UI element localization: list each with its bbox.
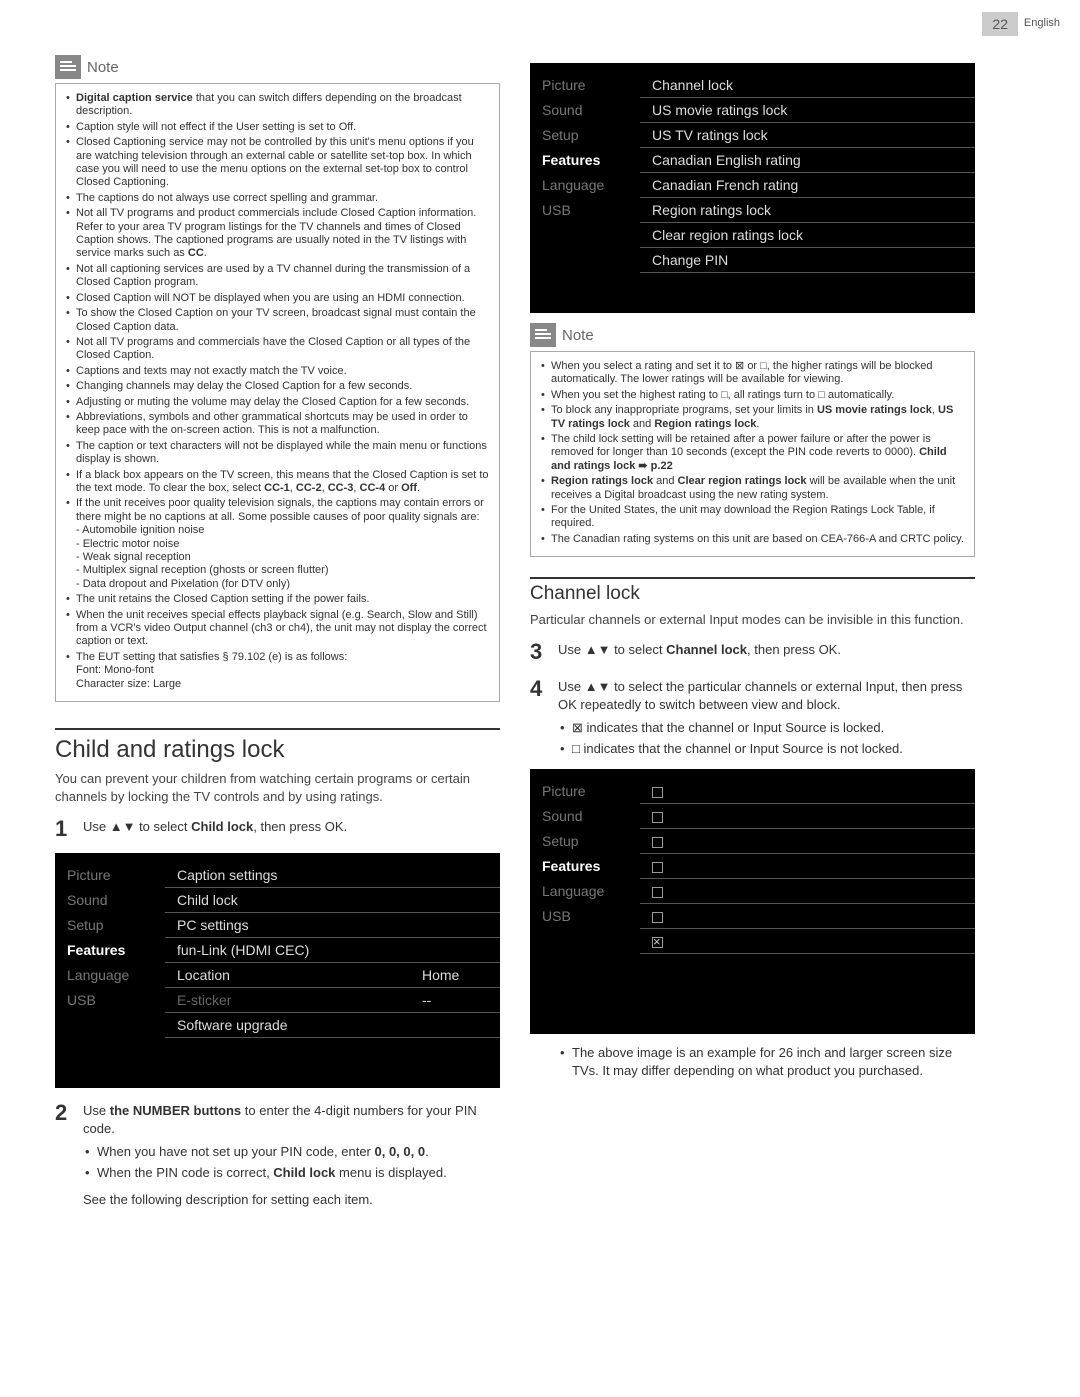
note-icon bbox=[55, 55, 81, 79]
section1-intro: You can prevent your children from watch… bbox=[55, 770, 500, 806]
step-text: Use ▲▼ to select Channel lock, then pres… bbox=[558, 637, 975, 668]
step2-after: See the following description for settin… bbox=[83, 1191, 500, 1209]
note-header: Note bbox=[55, 55, 500, 79]
step-number: 2 bbox=[55, 1098, 73, 1185]
step-number: 4 bbox=[530, 674, 548, 761]
step-1: 1 Use ▲▼ to select Child lock, then pres… bbox=[55, 814, 500, 845]
page-language: English bbox=[1024, 17, 1060, 29]
step-number: 3 bbox=[530, 637, 548, 668]
tv-menu-channel-lock: Picture Sound Setup Features Language US… bbox=[530, 769, 975, 1034]
note-box-1: Digital caption service that you can swi… bbox=[55, 83, 500, 702]
left-column: Note Digital caption service that you ca… bbox=[55, 55, 500, 1217]
subsection-channel-lock: Channel lock bbox=[530, 577, 975, 605]
step-3: 3 Use ▲▼ to select Channel lock, then pr… bbox=[530, 637, 975, 668]
note-title: Note bbox=[87, 59, 119, 76]
tv-menu-features: PictureCaption settingsSoundChild lockSe… bbox=[55, 853, 500, 1088]
step-text: Use ▲▼ to select Child lock, then press … bbox=[83, 814, 500, 845]
note-box-2: When you select a rating and set it to ⊠… bbox=[530, 351, 975, 557]
step-text: Use the NUMBER buttons to enter the 4-di… bbox=[83, 1098, 500, 1185]
step-text: Use ▲▼ to select the particular channels… bbox=[558, 674, 975, 761]
step-2: 2 Use the NUMBER buttons to enter the 4-… bbox=[55, 1098, 500, 1185]
step-number: 1 bbox=[55, 814, 73, 845]
section-child-ratings-lock: Child and ratings lock bbox=[55, 728, 500, 764]
note-icon bbox=[530, 323, 556, 347]
footnote: The above image is an example for 26 inc… bbox=[558, 1044, 975, 1080]
right-column: PictureChannel lockSoundUS movie ratings… bbox=[530, 55, 975, 1083]
note-header-2: Note bbox=[530, 323, 975, 347]
page-number: 22 bbox=[982, 12, 1018, 36]
note-title: Note bbox=[562, 327, 594, 344]
section2-intro: Particular channels or external Input mo… bbox=[530, 611, 975, 629]
step-4: 4 Use ▲▼ to select the particular channe… bbox=[530, 674, 975, 761]
tv-menu-childlock: PictureChannel lockSoundUS movie ratings… bbox=[530, 63, 975, 313]
